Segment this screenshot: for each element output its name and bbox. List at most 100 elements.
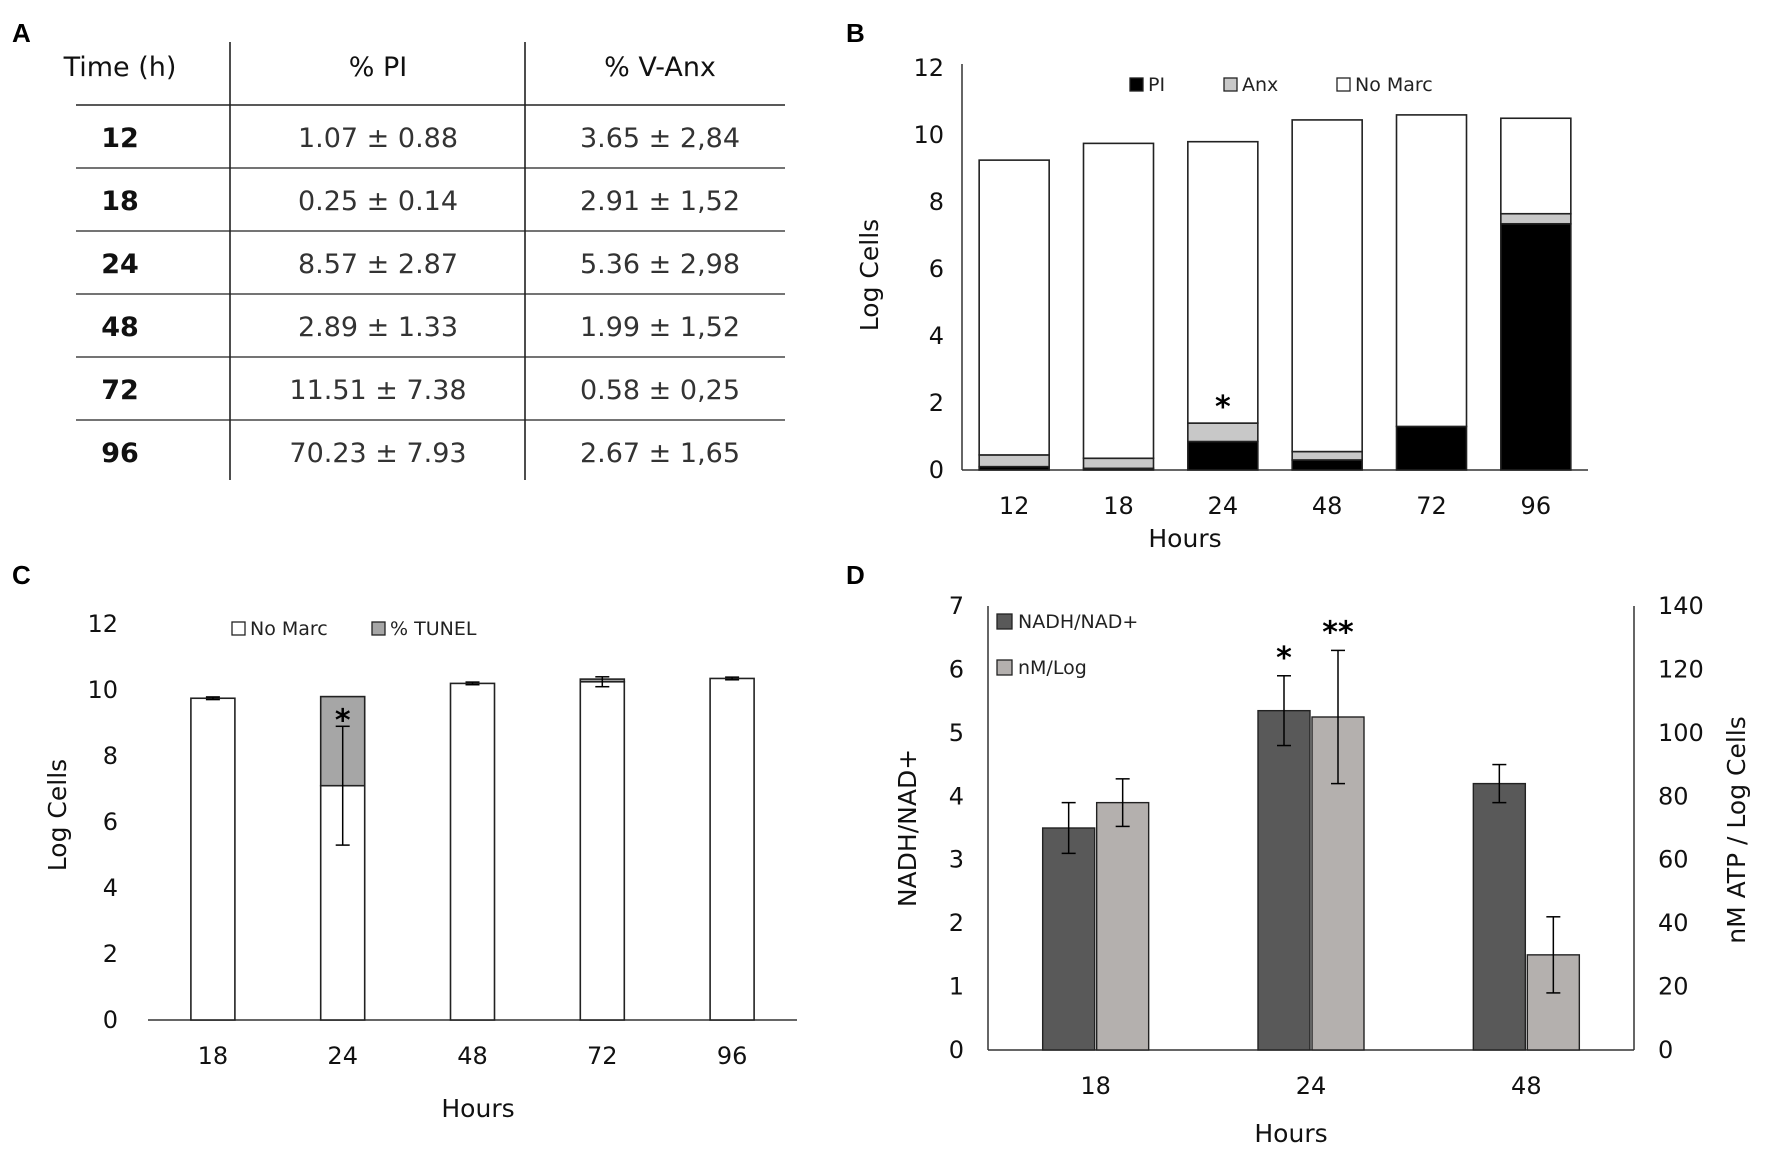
y-tick-label: 2 bbox=[949, 909, 964, 937]
legend-swatch bbox=[1336, 77, 1351, 92]
table-cell: 0.25 ± 0.14 bbox=[298, 186, 458, 217]
y-tick-label: 6 bbox=[949, 655, 964, 683]
y-tick-label: 10 bbox=[87, 676, 118, 704]
table-cell: 96 bbox=[101, 438, 139, 469]
y-axis-title: Log Cells bbox=[855, 219, 884, 331]
table-cell: 2.91 ± 1,52 bbox=[580, 186, 740, 217]
y-tick-label: 12 bbox=[913, 54, 944, 82]
bar-pi bbox=[1395, 425, 1468, 471]
y-right-tick-label: 20 bbox=[1658, 973, 1689, 1001]
table-cell: 5.36 ± 2,98 bbox=[580, 249, 740, 280]
bar-no-marc bbox=[190, 697, 236, 1021]
y-tick-label: 7 bbox=[949, 592, 964, 620]
table-header-0: Time (h) bbox=[63, 52, 177, 83]
x-tick-label: 24 bbox=[1208, 492, 1239, 520]
x-tick-label: 18 bbox=[1080, 1072, 1111, 1100]
bar-pi bbox=[1187, 440, 1259, 471]
y-right-axis-title: nM ATP / Log Cells bbox=[1722, 716, 1751, 944]
bar-no-marc bbox=[319, 784, 366, 1021]
y-right-tick-label: 140 bbox=[1658, 592, 1704, 620]
legend-swatch bbox=[1223, 77, 1238, 92]
bar-nadh bbox=[1472, 782, 1527, 1051]
bar-anx bbox=[1082, 457, 1155, 470]
y-tick-label: 4 bbox=[929, 322, 944, 350]
y-tick-label: 0 bbox=[949, 1036, 964, 1064]
y-right-tick-label: 40 bbox=[1658, 909, 1689, 937]
table-cell: 72 bbox=[101, 375, 139, 406]
table-cell: 0.58 ± 0,25 bbox=[580, 375, 740, 406]
x-tick-label: 72 bbox=[587, 1042, 618, 1070]
significance-star: * bbox=[1215, 390, 1231, 425]
bar-anx bbox=[1500, 212, 1572, 225]
bar-no-marc bbox=[1291, 119, 1363, 453]
legend-label: Anx bbox=[1242, 74, 1278, 96]
y-tick-label: 4 bbox=[949, 782, 964, 810]
x-axis-title: Hours bbox=[1254, 1119, 1327, 1148]
bar-anx bbox=[1291, 450, 1363, 461]
x-tick-label: 96 bbox=[717, 1042, 748, 1070]
legend-swatch bbox=[996, 659, 1013, 676]
table-cell: 2.67 ± 1,65 bbox=[580, 438, 740, 469]
bar-pi bbox=[1500, 222, 1572, 471]
x-tick-label: 96 bbox=[1521, 492, 1552, 520]
bar-nadh bbox=[1257, 709, 1311, 1051]
bar-no-marc bbox=[449, 682, 496, 1021]
y-right-tick-label: 120 bbox=[1658, 655, 1704, 683]
x-tick-label: 18 bbox=[1103, 492, 1134, 520]
table-header-1: % PI bbox=[349, 52, 407, 83]
table-cell: 2.89 ± 1.33 bbox=[298, 312, 458, 343]
x-tick-label: 48 bbox=[1312, 492, 1343, 520]
y-tick-label: 2 bbox=[103, 940, 118, 968]
legend-swatch bbox=[1129, 77, 1144, 92]
bar-no-marc bbox=[709, 677, 755, 1021]
legend-label: No Marc bbox=[250, 618, 328, 640]
legend-label: PI bbox=[1148, 74, 1165, 96]
bar-anx bbox=[978, 454, 1050, 468]
table-cell: 8.57 ± 2.87 bbox=[298, 249, 458, 280]
y-tick-label: 2 bbox=[929, 389, 944, 417]
x-tick-label: 12 bbox=[999, 492, 1030, 520]
x-axis-title: Hours bbox=[441, 1094, 514, 1123]
bar-no-marc bbox=[978, 159, 1050, 456]
y-tick-label: 8 bbox=[103, 742, 118, 770]
bar-no-marc bbox=[1395, 114, 1468, 428]
y-tick-label: 10 bbox=[913, 121, 944, 149]
y-right-tick-label: 60 bbox=[1658, 846, 1689, 874]
table-cell: 3.65 ± 2,84 bbox=[580, 123, 740, 154]
table-header-2: % V-Anx bbox=[604, 52, 716, 83]
y-tick-label: 6 bbox=[103, 808, 118, 836]
y-tick-label: 0 bbox=[103, 1006, 118, 1034]
significance-star: * bbox=[335, 704, 351, 739]
bar-nadh bbox=[1041, 827, 1096, 1051]
y-tick-label: 0 bbox=[929, 456, 944, 484]
significance-star: * bbox=[1276, 641, 1292, 676]
legend-swatch bbox=[371, 621, 386, 636]
panel-a-table: Time (h) % PI % V-Anx 12 1.07 ± 0.88 3.65 ± 2… bbox=[63, 42, 785, 480]
y-right-tick-label: 80 bbox=[1658, 782, 1689, 810]
bar-pi bbox=[1291, 459, 1363, 471]
x-tick-label: 48 bbox=[457, 1042, 488, 1070]
y-axis-title: NADH/NAD+ bbox=[893, 749, 922, 907]
panel-letter-c: C bbox=[12, 560, 31, 590]
y-tick-label: 12 bbox=[87, 610, 118, 638]
panel-letter-a: A bbox=[12, 18, 31, 48]
table-cell: 18 bbox=[101, 186, 139, 217]
bar-no-marc bbox=[579, 680, 626, 1021]
y-tick-label: 1 bbox=[949, 973, 964, 1001]
y-right-tick-label: 100 bbox=[1658, 719, 1704, 747]
bar-anx bbox=[1187, 422, 1259, 443]
table-cell: 48 bbox=[101, 312, 139, 343]
y-tick-label: 5 bbox=[949, 719, 964, 747]
legend-label: nM/Log bbox=[1018, 657, 1087, 679]
x-tick-label: 24 bbox=[1296, 1072, 1327, 1100]
panel-letter-d: D bbox=[846, 560, 865, 590]
y-axis-title: Log Cells bbox=[43, 759, 72, 871]
table-cell: 11.51 ± 7.38 bbox=[289, 375, 466, 406]
legend-swatch bbox=[996, 613, 1013, 630]
bar-atp bbox=[1095, 801, 1150, 1051]
legend-label: NADH/NAD+ bbox=[1018, 611, 1138, 633]
bar-no-marc bbox=[1187, 140, 1259, 424]
